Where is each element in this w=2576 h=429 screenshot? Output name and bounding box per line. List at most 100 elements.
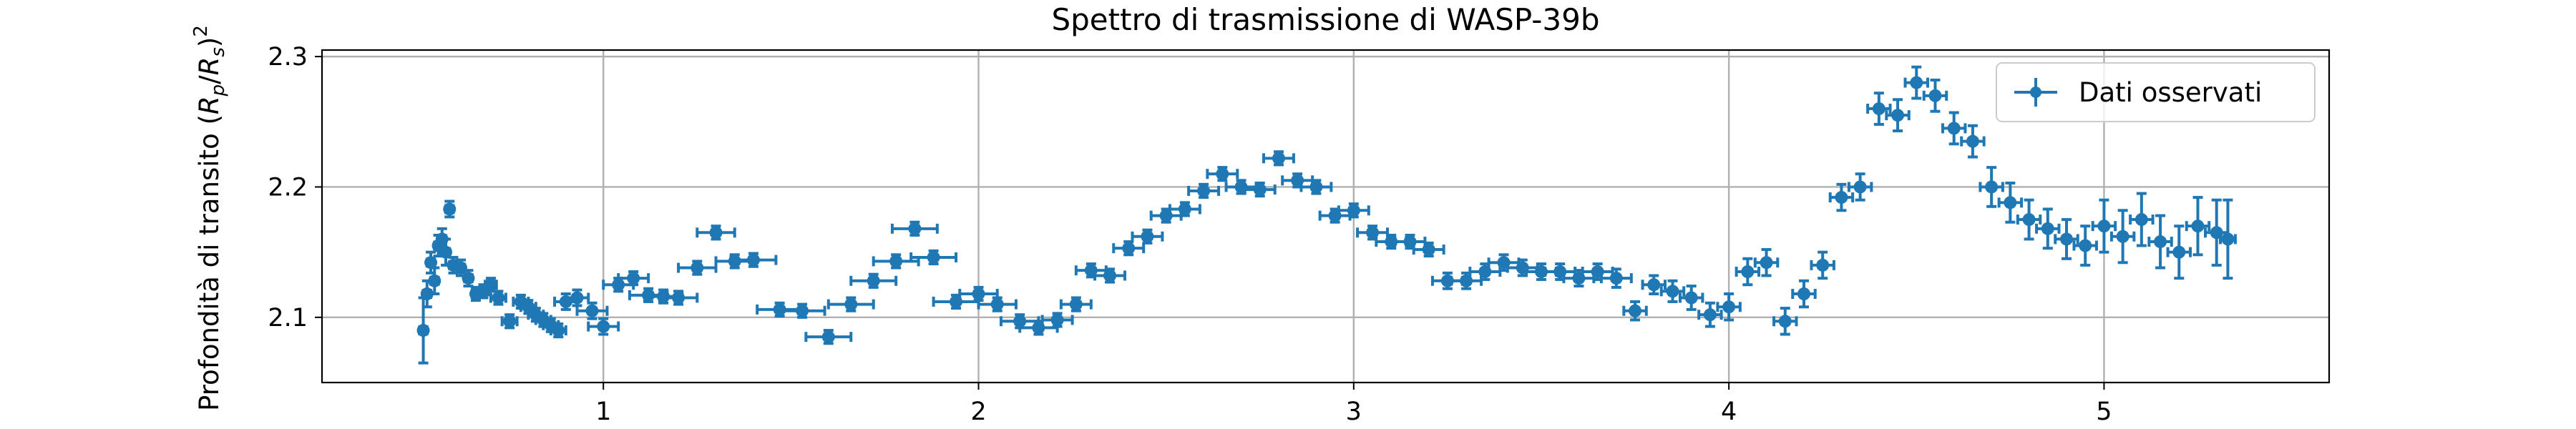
data-point-group-62 [1299,179,1333,195]
data-point-group-61 [1281,172,1314,189]
data-point-62 [1309,180,1323,194]
data-point-26 [612,278,625,292]
data-point-group-89 [1810,250,1835,280]
data-point-group-49 [1059,296,1093,312]
data-point-group-98 [1979,166,2004,208]
data-point-3 [428,274,441,287]
y-axis-label-r1: R [194,96,225,114]
data-point-13 [484,278,497,292]
data-point-82 [1684,291,1698,305]
data-point-group-52 [1112,240,1146,257]
data-point-39 [867,274,880,287]
data-point-group-15 [500,313,519,330]
data-point-101 [2041,222,2054,235]
data-point-group-13 [484,277,498,293]
data-point-56 [1197,184,1211,197]
data-point-81 [1666,285,1679,298]
data-point-45 [990,297,1004,311]
data-point-97 [1966,134,1979,148]
data-point-group-24 [575,301,609,320]
data-point-31 [691,261,704,275]
data-point-group-36 [778,302,826,319]
data-point-95 [1928,89,1942,102]
data-point-group-82 [1678,285,1704,311]
data-point-86 [1760,256,1773,270]
data-point-group-34 [729,252,778,268]
data-point-84 [1722,300,1736,314]
data-point-80 [1647,278,1661,292]
data-point-25 [597,320,610,333]
data-point-24 [585,304,599,317]
data-point-106 [2135,213,2148,227]
data-point-group-39 [849,272,898,289]
data-point-group-107 [2147,214,2173,270]
data-point-group-32 [696,225,736,241]
data-point-group-87 [1772,307,1798,336]
legend-box [1996,62,2316,122]
data-point-9 [454,261,467,275]
data-point-1 [420,287,434,300]
data-point-55 [1178,202,1191,216]
data-point-group-31 [677,260,718,276]
data-point-group-99 [1997,182,2024,224]
data-point-group-86 [1753,248,1780,277]
data-point-79 [1629,304,1642,317]
data-point-36 [796,304,809,317]
data-point-group-60 [1262,150,1295,167]
y-tick-label-2: 2.3 [268,43,308,72]
data-point-group-79 [1622,300,1648,322]
data-point-34 [746,253,760,267]
y-tick-label-0: 2.1 [268,304,308,332]
data-point-71 [1478,265,1492,278]
data-series-dati-osservati [416,65,2237,365]
data-point-104 [2097,220,2111,233]
data-point-group-7 [443,199,457,219]
data-point-group-2 [424,250,438,275]
data-point-group-85 [1735,257,1761,287]
data-point-group-38 [826,296,875,312]
data-point-group-23 [564,288,590,307]
y-axis-label-sub-p: p [208,84,229,97]
data-point-group-70 [1450,271,1483,290]
data-point-2 [424,256,438,270]
y-axis-label-prefix: Profondità di transito ( [194,114,225,411]
data-point-94 [1910,76,1923,89]
data-point-64 [1347,204,1360,217]
data-point-52 [1122,242,1136,255]
data-point-group-51 [1093,267,1126,284]
data-point-group-25 [587,317,620,336]
data-point-88 [1797,287,1810,300]
data-point-group-92 [1866,92,1892,126]
data-point-48 [1050,313,1064,327]
data-point-group-27 [617,270,650,287]
data-point-44 [972,287,985,300]
x-tick-label-3: 4 [1721,398,1737,426]
data-point-92 [1872,102,1885,116]
data-point-32 [709,226,723,240]
data-point-group-109 [2185,196,2211,257]
data-point-group-10 [462,269,475,288]
x-tick-label-2: 3 [1346,398,1362,426]
data-point-group-94 [1903,65,1929,100]
data-point-70 [1460,274,1473,287]
data-point-90 [1835,191,1848,204]
data-point-group-42 [909,249,958,266]
data-point-group-56 [1187,182,1221,199]
data-point-49 [1069,297,1083,311]
data-point-91 [1853,180,1867,194]
data-point-group-101 [2035,207,2061,250]
data-point-108 [2172,245,2186,259]
data-point-41 [908,222,922,235]
data-point-57 [1216,167,1229,181]
data-point-group-21 [549,322,567,339]
data-point-46 [1013,315,1027,328]
data-point-103 [2079,239,2092,252]
data-point-42 [927,250,940,264]
data-point-group-96 [1941,111,1967,146]
legend-marker [2030,87,2041,98]
data-point-group-91 [1847,172,1873,202]
data-point-30 [672,291,686,305]
data-point-21 [552,324,565,337]
data-point-78 [1609,272,1623,285]
